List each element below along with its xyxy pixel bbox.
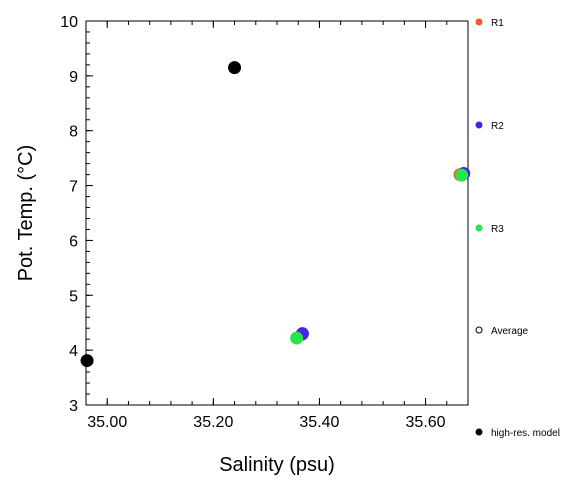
legend-marker-average xyxy=(475,326,483,334)
legend-label-high-res-model: high-res. model xyxy=(491,428,560,439)
y-axis-label: Pot. Temp. (°C) xyxy=(15,145,37,282)
legend-marker-high-res-model xyxy=(475,428,483,436)
data-point-r3 xyxy=(455,168,469,182)
x-tick-label: 35.60 xyxy=(406,414,446,431)
x-axis-ticks: 35.00 35.20 35.40 35.60 xyxy=(87,21,469,431)
legend-marker-r1 xyxy=(475,18,483,26)
legend-label-r3: R3 xyxy=(491,224,504,235)
y-tick-label: 3 xyxy=(69,398,78,415)
y-tick-label: 10 xyxy=(60,14,78,31)
data-point-r3 xyxy=(290,331,304,345)
y-tick-label: 9 xyxy=(69,69,78,86)
legend-marker-r2 xyxy=(475,121,483,129)
data-points xyxy=(80,61,471,368)
data-point-high-res-model xyxy=(80,354,94,368)
x-tick-label: 35.00 xyxy=(87,414,127,431)
y-tick-label: 5 xyxy=(69,288,78,305)
plot-frame xyxy=(85,20,469,406)
x-tick-label: 35.40 xyxy=(299,414,339,431)
legend-label-r2: R2 xyxy=(491,121,504,132)
legend: R1 R2 R3 Average high-res. model xyxy=(475,18,560,439)
data-point-high-res-model xyxy=(228,61,242,75)
y-tick-label: 8 xyxy=(69,124,78,141)
legend-label-average: Average xyxy=(491,326,529,337)
y-tick-label: 4 xyxy=(69,343,78,360)
x-axis-label: Salinity (psu) xyxy=(219,454,335,476)
y-tick-label: 7 xyxy=(69,179,78,196)
legend-label-r1: R1 xyxy=(491,18,504,29)
y-tick-label: 6 xyxy=(69,233,78,250)
legend-marker-r3 xyxy=(475,224,483,232)
x-tick-label: 35.20 xyxy=(193,414,233,431)
